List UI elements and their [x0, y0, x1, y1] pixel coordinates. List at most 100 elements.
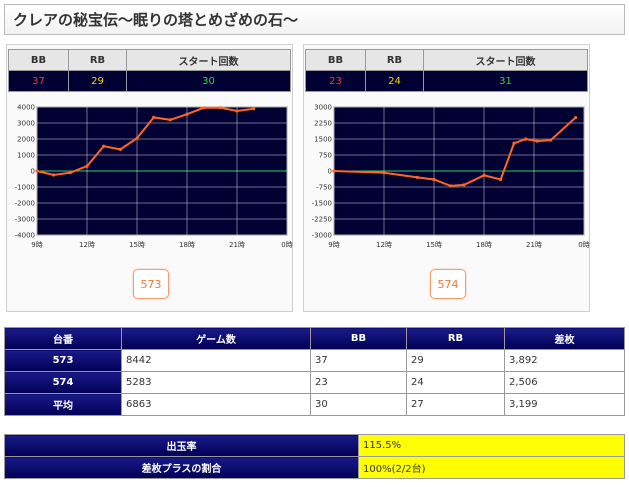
data-point — [235, 109, 239, 113]
y-tick-label: 4000 — [17, 104, 35, 112]
data-point — [218, 106, 222, 110]
diff-cell: 3,892 — [504, 349, 625, 372]
machine-panel-573: BB RB スタート回数 37 29 30 4000 3000 2000 1000 0 -… — [6, 44, 293, 312]
rb-header: RB — [68, 49, 127, 71]
payout-rate-value: 115.5% — [358, 434, 625, 457]
data-point — [185, 112, 189, 116]
summary-table: 台番 ゲーム数 BB RB 差枚 573 8442 37 29 3,892 57… — [4, 327, 625, 416]
data-point — [482, 173, 486, 177]
y-tick-label: -750 — [316, 184, 332, 192]
data-point — [168, 118, 172, 122]
machine-573-button[interactable]: 573 — [133, 269, 169, 299]
data-point — [252, 107, 256, 111]
page-title: クレアの秘宝伝～眠りの塔とめざめの石～ — [4, 4, 625, 35]
x-tick-label: 9時 — [31, 241, 42, 249]
y-tick-label: -1500 — [312, 200, 332, 208]
plus-ratio-label: 差枚プラスの割合 — [4, 456, 359, 479]
data-point — [449, 184, 453, 188]
rates-table: 出玉率 115.5% 差枚プラスの割合 100%(2/2台) — [4, 434, 625, 479]
bb-cell: 23 — [310, 371, 407, 394]
table-row: 出玉率 115.5% — [4, 434, 625, 457]
x-tick-label: 0時 — [281, 241, 292, 249]
games-cell: 6863 — [121, 393, 311, 416]
bb-value: 37 — [8, 70, 69, 92]
col-header-games: ゲーム数 — [121, 327, 311, 350]
payout-rate-label: 出玉率 — [4, 434, 359, 457]
data-point — [524, 137, 528, 141]
rb-value: 29 — [68, 70, 127, 92]
plus-ratio-value: 100%(2/2台) — [358, 456, 625, 479]
y-tick-label: 1000 — [17, 152, 35, 160]
bb-cell: 37 — [310, 349, 407, 372]
y-tick-label: -1000 — [15, 184, 35, 192]
table-row: 差枚プラスの割合 100%(2/2台) — [4, 456, 625, 479]
stats-table: BB RB スタート回数 37 29 30 — [8, 49, 291, 92]
col-header-rb: RB — [406, 327, 505, 350]
stats-table: BB RB スタート回数 23 24 31 — [305, 49, 588, 92]
rb-header: RB — [365, 49, 424, 71]
col-header-diff: 差枚 — [504, 327, 625, 350]
y-tick-label: 2000 — [17, 136, 35, 144]
x-tick-label: 21時 — [526, 241, 542, 249]
games-cell: 8442 — [121, 349, 311, 372]
data-point — [68, 171, 72, 175]
data-point — [332, 169, 336, 173]
slump-chart: 4000 3000 2000 1000 0 -1000 -2000 -3000 -4000 9時 1… — [7, 103, 294, 303]
row-header: 573 — [4, 349, 122, 372]
row-header: 574 — [4, 371, 122, 394]
start-header: スタート回数 — [423, 49, 588, 71]
y-tick-label: -3000 — [312, 232, 332, 240]
data-point — [102, 144, 106, 148]
x-tick-label: 15時 — [426, 241, 442, 249]
bb-cell: 30 — [310, 393, 407, 416]
x-tick-label: 15時 — [129, 241, 145, 249]
x-tick-label: 12時 — [79, 241, 95, 249]
y-tick-label: 3000 — [314, 104, 332, 112]
y-tick-label: 1500 — [314, 136, 332, 144]
x-tick-label: 0時 — [578, 241, 589, 249]
y-tick-label: 0 — [328, 168, 332, 176]
data-point — [499, 177, 503, 182]
x-tick-label: 9時 — [328, 241, 339, 249]
table-row: 574 5283 23 24 2,506 — [4, 371, 625, 394]
row-header: 平均 — [4, 393, 122, 416]
data-point — [432, 177, 436, 182]
bb-value: 23 — [305, 70, 366, 92]
games-cell: 5283 — [121, 371, 311, 394]
data-point — [462, 183, 466, 187]
rb-value: 24 — [365, 70, 424, 92]
machine-574-button[interactable]: 574 — [430, 269, 466, 299]
data-point — [415, 175, 419, 179]
x-tick-label: 12時 — [376, 241, 392, 249]
start-value: 30 — [126, 70, 291, 92]
y-tick-label: 0 — [31, 168, 35, 176]
diff-cell: 2,506 — [504, 371, 625, 394]
data-point — [52, 173, 56, 177]
data-point — [202, 106, 206, 110]
table-row: 573 8442 37 29 3,892 — [4, 349, 625, 372]
slump-chart: 3000 2250 1500 750 0 -750 -1500 -2250 -3000 9時 12時… — [304, 103, 591, 303]
x-tick-label: 18時 — [179, 241, 195, 249]
y-tick-label: -2000 — [15, 200, 35, 208]
y-tick-label: -3000 — [15, 216, 35, 224]
start-header: スタート回数 — [126, 49, 291, 71]
diff-cell: 3,199 — [504, 393, 625, 416]
data-point — [574, 115, 578, 120]
data-point — [535, 139, 539, 143]
bb-header: BB — [305, 49, 366, 71]
y-tick-label: 2250 — [314, 120, 332, 128]
y-tick-label: 750 — [319, 152, 332, 160]
rb-cell: 27 — [406, 393, 505, 416]
data-point — [152, 115, 156, 119]
table-row: 平均 6863 30 27 3,199 — [4, 393, 625, 416]
start-value: 31 — [423, 70, 588, 92]
machine-panel-574: BB RB スタート回数 23 24 31 3000 2250 1500 750 0 -7… — [303, 44, 590, 312]
x-tick-label: 18時 — [476, 241, 492, 249]
data-point — [118, 147, 122, 151]
data-point — [135, 136, 139, 140]
data-point — [382, 171, 386, 175]
rb-cell: 29 — [406, 349, 505, 372]
col-header-bb: BB — [310, 327, 407, 350]
